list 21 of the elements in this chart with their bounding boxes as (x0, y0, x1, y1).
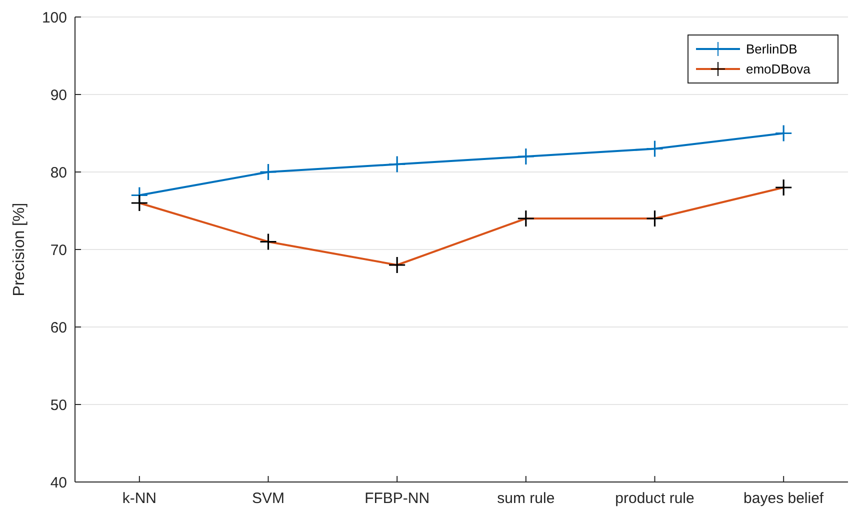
x-tick-label: bayes belief (744, 490, 824, 507)
point (517, 148, 535, 166)
legend-label: emoDBova (746, 62, 812, 77)
point (259, 163, 278, 181)
x-tick-label: k-NN (122, 490, 157, 507)
y-tick-label: 60 (50, 319, 67, 336)
y-tick-label: 40 (50, 474, 67, 492)
y-tick-label: 80 (50, 164, 67, 182)
x-tick-label: product rule (615, 490, 694, 507)
point (646, 140, 664, 158)
point (388, 155, 406, 174)
y-axis-title: Precision [%] (11, 202, 28, 296)
y-tick-label: 50 (50, 396, 67, 414)
x-tick-label: FFBP-NN (364, 490, 430, 507)
x-tick-label: SVM (252, 490, 285, 507)
legend-label: BerlinDB (746, 42, 798, 57)
y-tick-label: 100 (42, 9, 67, 26)
y-tick-label: 90 (50, 86, 67, 104)
y-tick-label: 70 (50, 242, 67, 259)
point (774, 124, 792, 142)
x-tick-label: sum rule (497, 490, 555, 507)
